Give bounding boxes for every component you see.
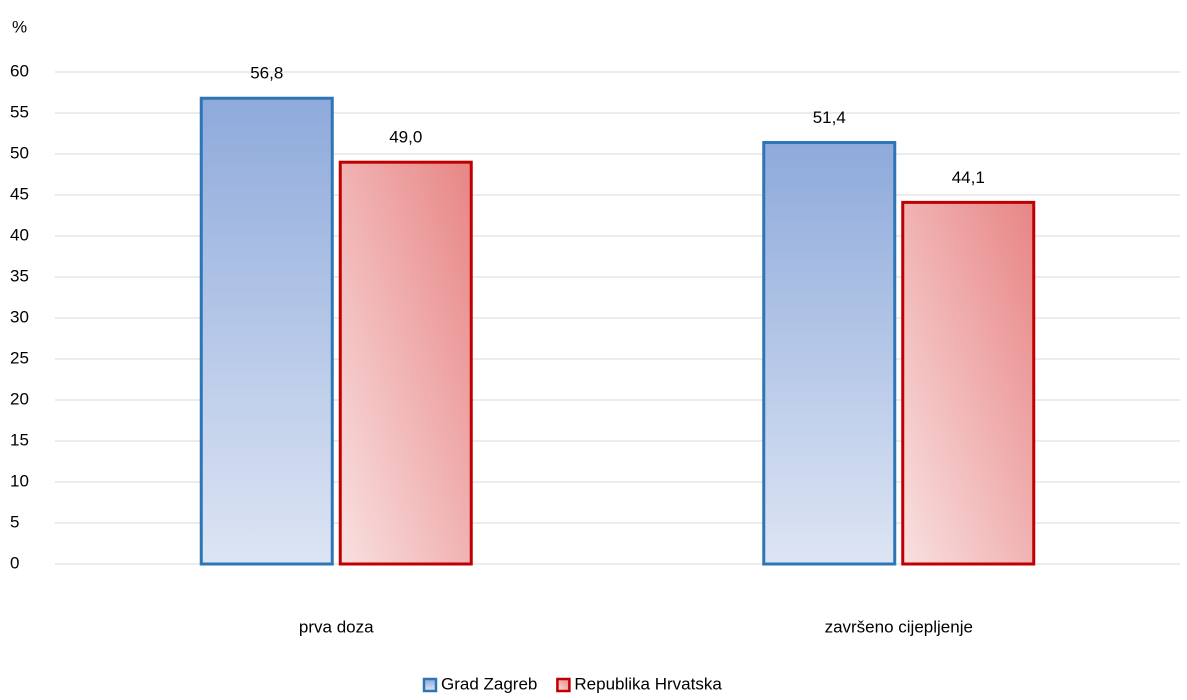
legend-label: Republika Hrvatska	[574, 674, 722, 693]
legend-label: Grad Zagreb	[441, 674, 537, 693]
y-axis-label: %	[12, 17, 27, 36]
data-label: 49,0	[389, 128, 422, 147]
bar	[762, 141, 897, 566]
y-tick-label: 20	[10, 389, 29, 408]
data-label: 51,4	[813, 108, 846, 127]
y-tick-label: 10	[10, 471, 29, 490]
data-label: 44,1	[952, 168, 985, 187]
legend-swatch	[556, 677, 571, 693]
y-tick-label: 55	[10, 102, 29, 121]
bar	[338, 160, 473, 566]
bar	[901, 200, 1036, 566]
y-tick-label: 40	[10, 225, 29, 244]
y-tick-label: 25	[10, 348, 29, 367]
y-tick-label: 60	[10, 61, 29, 80]
data-label: 56,8	[250, 64, 283, 83]
bar	[199, 96, 334, 566]
y-tick-label: 35	[10, 266, 29, 285]
legend-swatch	[422, 677, 438, 693]
y-tick-label: 5	[10, 512, 19, 531]
y-tick-label: 45	[10, 184, 29, 203]
y-tick-label: 0	[10, 553, 19, 572]
x-tick-label: prva doza	[299, 617, 374, 636]
y-tick-label: 30	[10, 307, 29, 326]
y-tick-label: 50	[10, 143, 29, 162]
y-tick-label: 15	[10, 430, 29, 449]
x-tick-label: završeno cijepljenje	[825, 617, 973, 636]
